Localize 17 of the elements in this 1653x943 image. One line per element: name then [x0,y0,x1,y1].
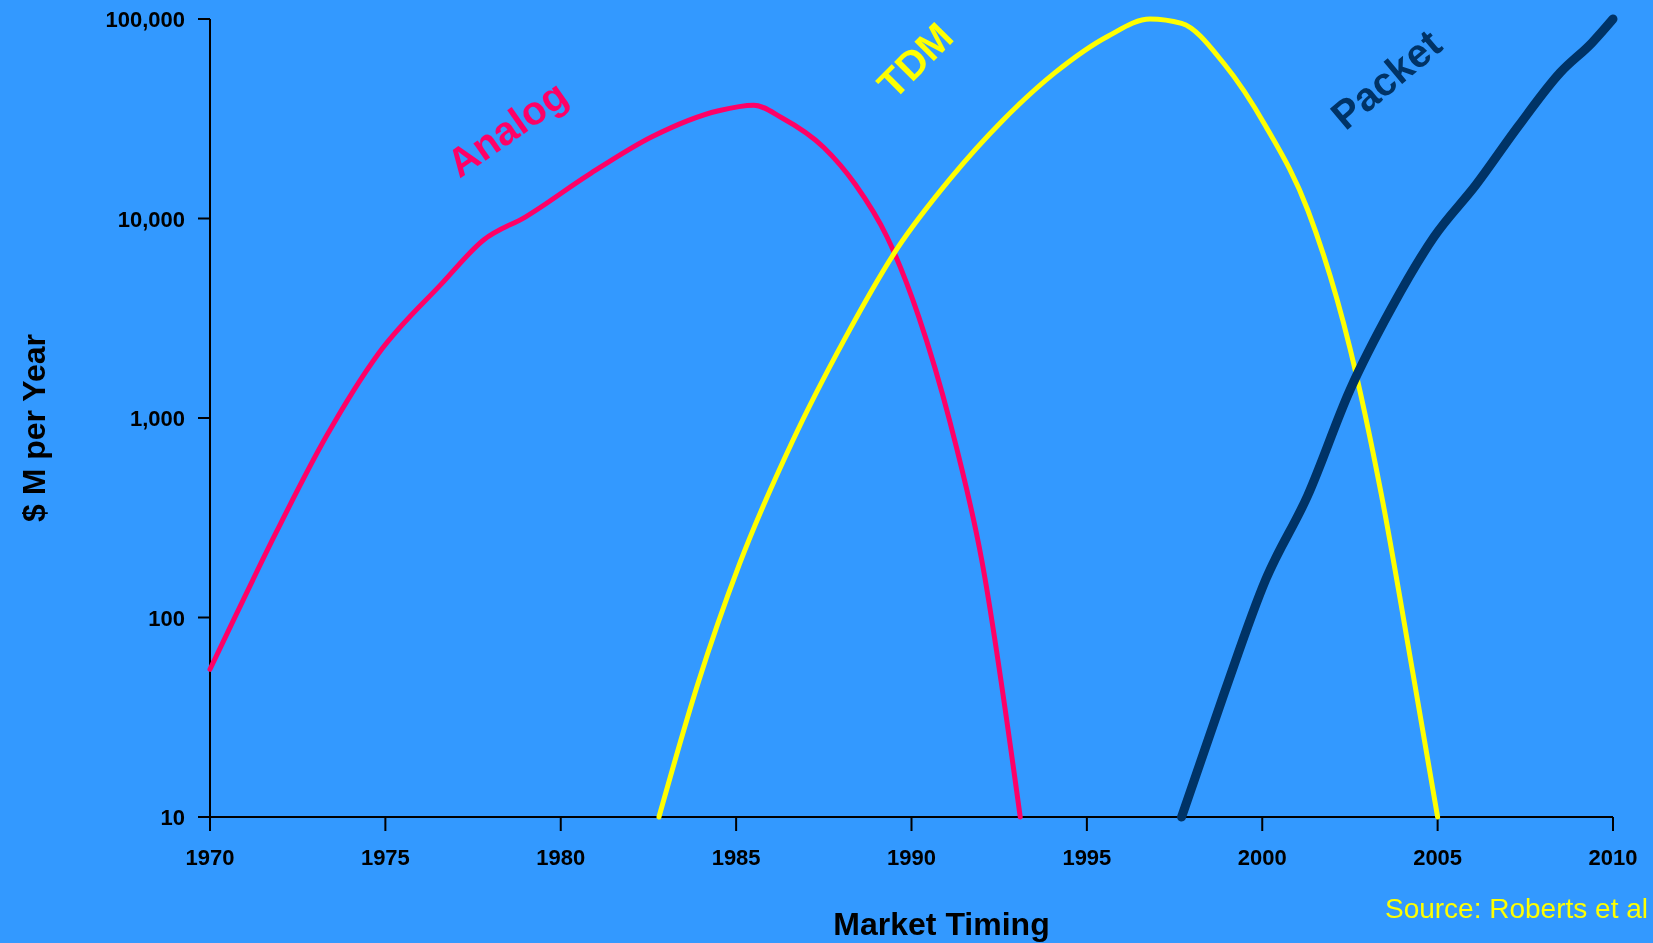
source-note: Source: Roberts et al [1384,893,1648,924]
x-tick-label: 2000 [1237,845,1287,870]
x-tick-label: 2005 [1413,845,1463,870]
x-tick-label: 1995 [1062,845,1112,870]
y-tick-label: 10,000 [117,206,185,232]
x-tick-label: 1980 [536,845,586,870]
y-tick-label: 100,000 [105,7,185,32]
x-tick-label: 1975 [360,845,410,870]
y-tick-label: 100 [148,605,185,631]
y-axis-title: $ M per Year [16,334,52,522]
x-tick-label: 1970 [185,845,235,870]
x-tick-label: 2010 [1588,845,1638,870]
x-tick-label: 1985 [711,845,761,870]
y-tick-label: 1,000 [129,406,185,431]
x-axis-title: Market Timing [833,906,1050,942]
y-tick-label: 10 [160,805,185,830]
x-tick-label: 1990 [887,845,936,870]
